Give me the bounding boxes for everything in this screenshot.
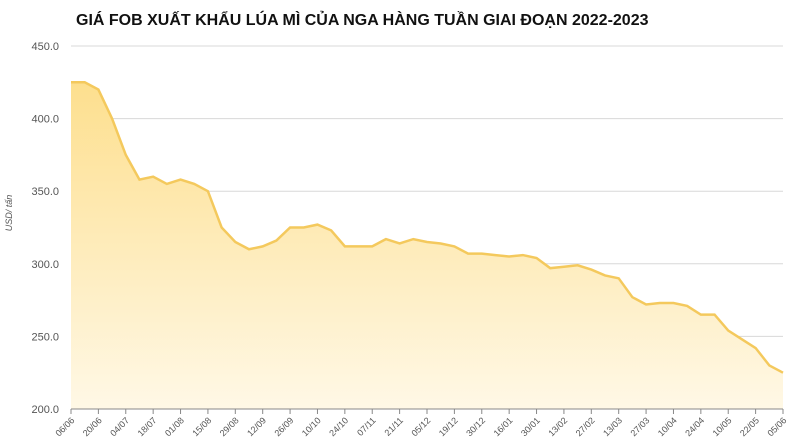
x-tick-label: 10/04: [656, 415, 679, 438]
line: [71, 81, 784, 374]
x-tick-label: 15/08: [190, 415, 213, 438]
y-tick-label: 450.0: [31, 41, 59, 53]
x-tick-label: 18/07: [136, 415, 159, 438]
area: [71, 82, 783, 410]
x-tick-label: 21/11: [383, 415, 406, 438]
x-tick-label: 12/09: [245, 415, 268, 438]
x-tick-label: 30/01: [519, 415, 542, 438]
x-tick-label: 26/09: [272, 415, 295, 438]
y-tick-label: 350.0: [31, 186, 59, 198]
y-tick-label: 300.0: [31, 259, 59, 271]
x-tick-label: 24/04: [683, 415, 706, 438]
x-tick-label: 16/01: [492, 415, 515, 438]
x-tick-label: 05/12: [409, 415, 432, 438]
x-tick-label: 05/06: [765, 415, 788, 438]
y-tick-label: 400.0: [31, 114, 59, 126]
y-tick-label: 250.0: [31, 331, 59, 343]
chart-title: GIÁ FOB XUẤT KHẨU LÚA MÌ CỦA NGA HÀNG TU…: [76, 10, 649, 29]
x-tick-label: 13/02: [546, 415, 569, 438]
x-tick-label: 20/06: [81, 415, 104, 438]
x-tick-label: 27/02: [574, 415, 597, 438]
x-tick-label: 07/11: [355, 415, 378, 438]
x-tick-label: 01/08: [163, 415, 186, 438]
x-tick-label: 29/08: [218, 415, 241, 438]
x-tick-label: 19/12: [437, 415, 460, 438]
x-tick-label: 04/07: [108, 415, 131, 438]
x-tick-label: 24/10: [327, 415, 350, 438]
x-tick-label: 27/03: [628, 415, 651, 438]
x-tick-label: 13/03: [601, 415, 624, 438]
x-tick-label: 10/10: [300, 415, 323, 438]
x-tick-label: 10/05: [711, 415, 734, 438]
y-tick-label: 200.0: [31, 404, 59, 416]
x-tick-label: 30/12: [464, 415, 487, 438]
x-tick-label: 22/05: [738, 415, 761, 438]
x-tick-label: 06/06: [53, 415, 76, 438]
y-axis-label: USD/ tấn: [4, 195, 14, 232]
